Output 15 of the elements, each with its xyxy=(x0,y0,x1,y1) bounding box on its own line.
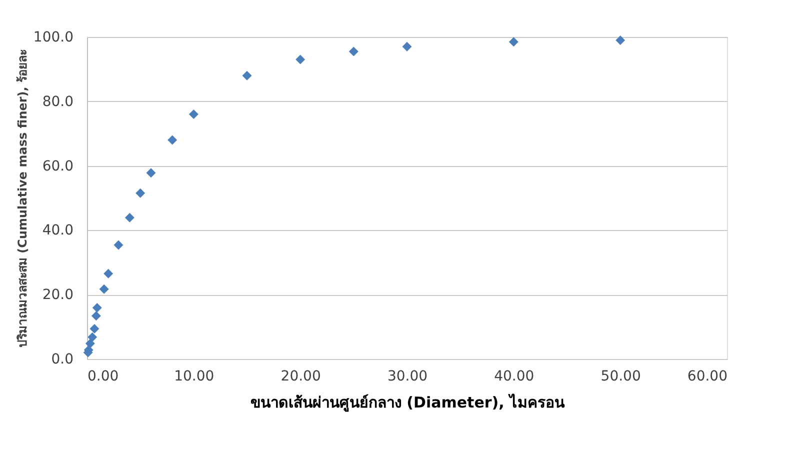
y-tick-label: 100.0 xyxy=(33,30,74,46)
y-tick-label: 60.0 xyxy=(42,158,74,174)
x-tick-label: 60.00 xyxy=(687,368,728,384)
x-tick-label: 20.00 xyxy=(280,368,321,384)
x-tick-label: 50.00 xyxy=(600,368,641,384)
y-axis-title: ปริมาณมวลสะสม (Cumulative mass finer), ร้อยละ xyxy=(15,49,30,348)
x-tick-label: 0.00 xyxy=(88,368,119,384)
y-tick-label: 20.0 xyxy=(42,287,74,304)
x-tick-label: 10.00 xyxy=(174,368,214,384)
x-axis-title: ขนาดเส้นผ่านศูนย์กลาง (Diameter), ไมครอน xyxy=(250,392,566,412)
x-tick-label: 30.00 xyxy=(387,368,428,384)
x-tick-label: 40.00 xyxy=(494,368,534,384)
y-tick-label: 40.0 xyxy=(42,222,74,239)
y-tick-label: 0.0 xyxy=(51,352,74,368)
y-tick-label: 80.0 xyxy=(42,94,74,110)
